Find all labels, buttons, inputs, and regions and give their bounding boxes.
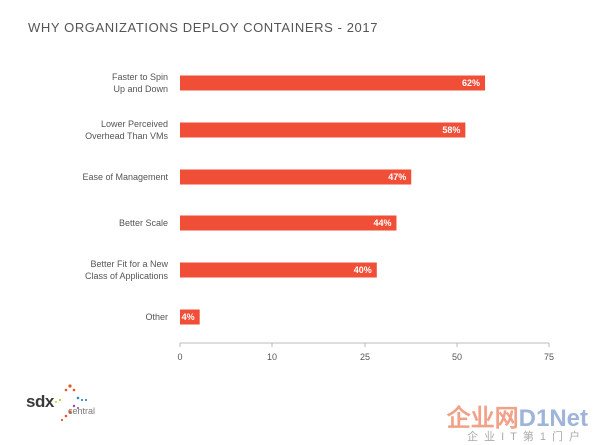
bar-5 [180, 309, 200, 325]
category-label-4-1: Class of Applications [85, 271, 169, 281]
bar-2 [180, 169, 412, 185]
bar-1 [180, 122, 466, 138]
watermark-text-net: D1Net [518, 405, 588, 432]
x-tick-label-4: 75 [544, 352, 554, 362]
category-label-0-1: Up and Down [113, 84, 168, 94]
d1net-watermark: 企业网D1Net 企业IT第1门户 [418, 398, 594, 444]
x-tick-label-2: 25 [360, 352, 370, 362]
chart-title: WHY ORGANIZATIONS DEPLOY CONTAINERS - 20… [28, 20, 379, 35]
category-label-3-0: Better Scale [119, 218, 168, 228]
sdxcentral-logo: sdx central [24, 378, 134, 428]
bar-4 [180, 262, 377, 278]
category-label-2-0: Ease of Management [82, 172, 168, 182]
watermark-main: 企业网D1Net [447, 398, 588, 433]
category-label-1-1: Overhead Than VMs [85, 131, 168, 141]
logo-text-central: central [68, 406, 96, 416]
x-tick-label-3: 50 [452, 352, 462, 362]
bar-0 [180, 75, 486, 91]
x-tick-label-0: 0 [177, 352, 182, 362]
category-label-0-0: Faster to Spin [112, 72, 168, 82]
bar-value-label-3: 44% [373, 218, 391, 228]
bar-value-label-2: 47% [388, 172, 406, 182]
category-label-1-0: Lower Perceived [101, 119, 168, 129]
logo-dots-icon [55, 384, 88, 422]
watermark-text-cn: 企业网 [446, 405, 519, 432]
logo-text-sdx: sdx [26, 392, 54, 411]
watermark-subtitle: 企业IT第1门户 [467, 431, 586, 443]
x-axis: 0 10 25 50 75 [177, 342, 554, 362]
x-tick-label-1: 10 [267, 352, 277, 362]
category-label-4-0: Better Fit for a New [90, 259, 168, 269]
bar-value-label-1: 58% [442, 125, 460, 135]
bar-value-label-4: 40% [354, 265, 372, 275]
bar-group: 62% Faster to Spin Up and Down 58% Lower Per… [82, 72, 486, 325]
bar-3 [180, 215, 397, 231]
bar-value-label-5: 4% [182, 312, 195, 322]
bar-value-label-0: 62% [462, 78, 480, 88]
category-label-5-0: Other [145, 312, 168, 322]
